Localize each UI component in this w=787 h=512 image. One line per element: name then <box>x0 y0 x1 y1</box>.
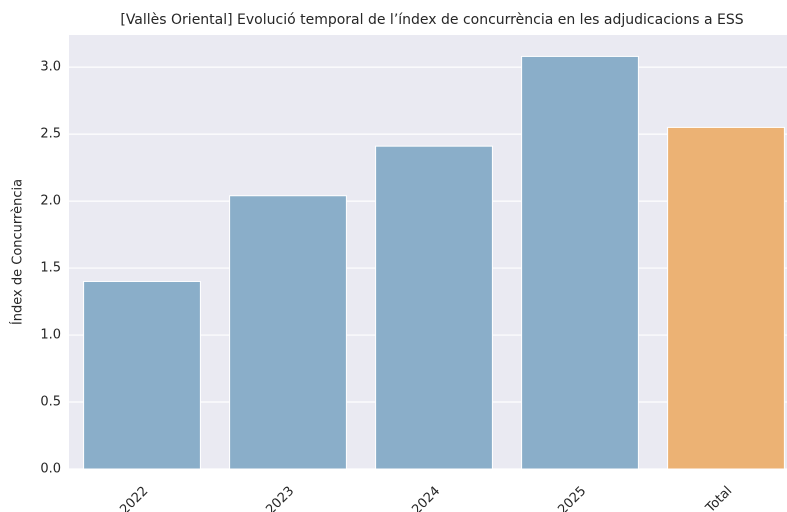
y-tick-label: 0.5 <box>40 395 61 410</box>
y-tick-label: 3.0 <box>40 60 61 75</box>
bar <box>83 280 201 470</box>
chart-title: [Vallès Oriental] Evolució temporal de l… <box>120 12 743 28</box>
y-tick-label: 0.0 <box>40 462 61 477</box>
x-tick-label: Total <box>703 484 736 512</box>
x-tick-label: 2023 <box>263 484 297 512</box>
x-tick-label: 2025 <box>555 484 589 512</box>
x-tick-label: 2024 <box>409 484 443 512</box>
x-tick-label: 2022 <box>117 484 151 512</box>
y-tick-label: 2.0 <box>40 194 61 209</box>
y-tick-label: 2.5 <box>40 127 61 142</box>
y-tick-label: 1.0 <box>40 328 61 343</box>
bar <box>667 126 785 470</box>
y-axis-label: Índex de Concurrència <box>10 179 26 325</box>
y-tick-label: 1.5 <box>40 261 61 276</box>
bar <box>229 195 347 470</box>
bar <box>521 55 639 470</box>
bar <box>375 145 493 470</box>
